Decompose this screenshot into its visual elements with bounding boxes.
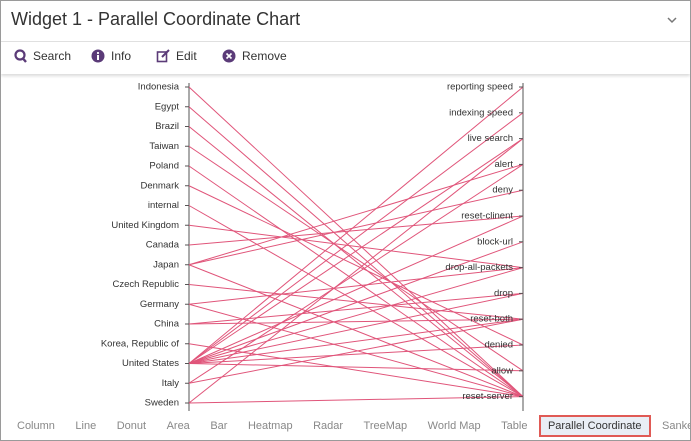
tab-bar: Column Line Donut Area Bar Heatmap Radar TreeMa… <box>1 412 690 440</box>
link <box>188 318 524 325</box>
link <box>188 185 524 346</box>
link <box>188 363 524 372</box>
right-axis-label: live search <box>468 133 513 144</box>
tab[interactable]: TreeMap <box>363 420 408 432</box>
toolbar-label: Info <box>111 49 132 63</box>
left-axis-label: Japan <box>153 259 179 270</box>
tab[interactable]: Area <box>166 420 190 432</box>
toolbar-label: Edit <box>176 49 197 63</box>
toolbar-icon <box>156 49 170 63</box>
title: Widget 1 - Parallel Coordinate Chart <box>11 9 301 29</box>
toolbar-button[interactable]: Remove <box>222 49 287 63</box>
right-axis-label: reporting speed <box>447 82 513 93</box>
right-axis-label: drop <box>494 288 513 299</box>
link <box>188 205 524 398</box>
right-axis-label: deny <box>492 185 513 196</box>
link <box>188 264 524 398</box>
chart: Indonesia Egypt Brazil Taiwan Poland Denmark i… <box>101 82 524 411</box>
link <box>188 396 524 404</box>
link <box>188 163 524 384</box>
toolbar: Search Info Edit Remove <box>1 42 690 74</box>
right-axis-label: block-url <box>477 236 513 247</box>
left-axis-label: Canada <box>146 240 180 251</box>
link <box>188 318 524 384</box>
left-axis-label: Sweden <box>145 398 179 409</box>
right-axis-label: reset-clinent <box>461 211 513 222</box>
right-axis-label: reset-both <box>470 314 513 325</box>
link <box>188 112 524 364</box>
toolbar-label: Search <box>33 49 72 63</box>
toolbar-button[interactable]: Edit <box>156 49 197 63</box>
left-axis-label: United States <box>122 358 179 369</box>
tab[interactable]: Parallel Coordinate <box>538 415 651 437</box>
right-axis-label: reset-server <box>462 391 513 402</box>
link <box>188 318 524 364</box>
link <box>188 145 524 372</box>
link <box>188 224 524 269</box>
left-axis-label: Taiwan <box>149 141 179 152</box>
tab[interactable]: Column <box>17 420 55 432</box>
tab[interactable]: World Map <box>427 420 481 432</box>
link <box>188 86 524 364</box>
toolbar-button[interactable]: Info <box>91 49 131 63</box>
link <box>188 86 524 397</box>
tab[interactable]: Donut <box>116 420 147 432</box>
toolbar-icon <box>14 49 27 63</box>
link <box>188 138 524 404</box>
tab[interactable]: Heatmap <box>247 420 293 432</box>
link <box>188 165 524 398</box>
left-axis-label: Egypt <box>155 101 180 112</box>
link <box>188 138 524 364</box>
tab[interactable]: Table <box>501 420 528 432</box>
link <box>188 215 524 364</box>
tab[interactable]: Line <box>75 420 97 432</box>
link <box>188 163 524 266</box>
right-axis-label: drop-all-packets <box>445 262 513 273</box>
collapse-icon[interactable] <box>666 15 678 25</box>
left-axis-label: Germany <box>140 299 179 310</box>
link <box>188 303 524 398</box>
tab[interactable]: Radar <box>313 420 344 432</box>
link <box>188 343 524 398</box>
link <box>188 344 524 364</box>
link <box>188 189 524 266</box>
link <box>188 215 524 246</box>
left-axis-label: China <box>154 319 180 330</box>
left-axis-label: Indonesia <box>138 82 180 93</box>
right-axis-label: indexing speed <box>449 107 513 118</box>
left-axis-label: Poland <box>149 161 179 172</box>
left-axis-label: internal <box>148 200 179 211</box>
toolbar-button[interactable]: Search <box>13 49 71 63</box>
header: Widget 1 - Parallel Coordinate Chart <box>1 1 690 42</box>
toolbar-icon <box>91 49 105 63</box>
right-axis-label: allow <box>491 365 513 376</box>
left-axis-label: Italy <box>162 378 180 389</box>
link <box>188 267 524 364</box>
left-axis-label: Korea, Republic of <box>101 338 180 349</box>
toolbar-icon <box>222 49 236 63</box>
link <box>188 292 524 364</box>
left-axis-label: Brazil <box>155 121 179 132</box>
link <box>188 126 524 397</box>
link <box>188 284 524 320</box>
left-axis-label: Denmark <box>140 180 179 191</box>
tab[interactable]: Bar <box>210 420 228 432</box>
tab[interactable]: Sankey <box>662 420 690 432</box>
right-axis-label: denied <box>484 340 513 351</box>
link <box>188 292 524 325</box>
link <box>188 267 524 305</box>
toolbar-label: Remove <box>242 49 287 63</box>
left-axis-label: Czech Republic <box>112 279 179 290</box>
link <box>188 241 524 364</box>
right-axis-label: alert <box>495 159 514 170</box>
left-axis-label: United Kingdom <box>111 220 179 231</box>
